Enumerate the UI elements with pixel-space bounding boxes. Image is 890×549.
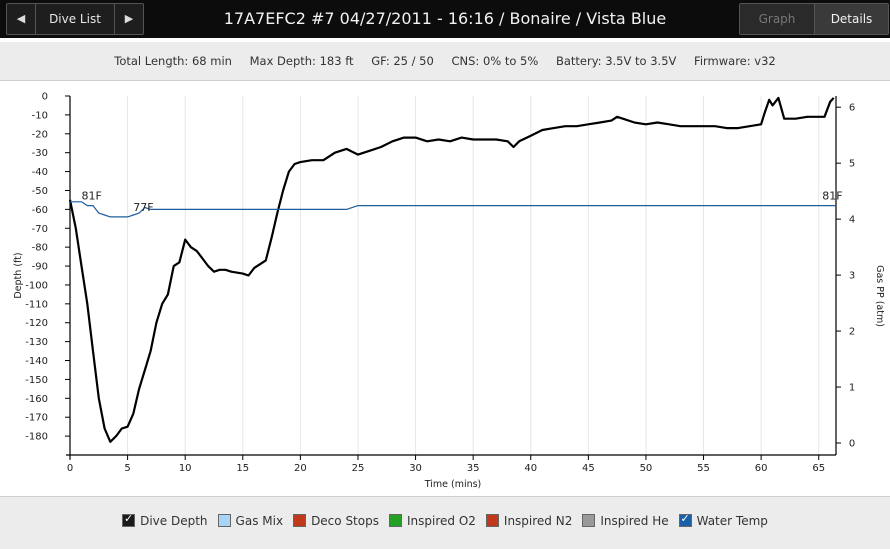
x-axis-title: Time (mins) (424, 479, 482, 490)
color-swatch-icon[interactable] (582, 514, 596, 527)
checkbox-checked-icon[interactable]: ✓ (122, 512, 136, 527)
stat-total-length: Total Length: 68 min (114, 54, 232, 68)
legend-item-gas-mix[interactable]: Gas Mix (217, 514, 284, 528)
dive-title: 17A7EFC2 #7 04/27/2011 - 16:16 / Bonaire… (223, 9, 667, 28)
color-swatch-icon[interactable] (217, 514, 231, 527)
checkbox-checked-icon[interactable]: ✓ (678, 512, 692, 527)
x-tick-label: 65 (812, 463, 825, 474)
triangle-left-icon: ◀ (16, 12, 26, 25)
color-swatch-icon[interactable] (388, 514, 402, 527)
next-dive-button[interactable]: ▶ (114, 4, 143, 34)
x-tick-label: 45 (582, 463, 595, 474)
y-tick-label: -120 (25, 318, 48, 329)
y-tick-label: -140 (25, 356, 48, 367)
x-tick-label: 20 (294, 463, 307, 474)
y-tick-label: -40 (32, 167, 48, 178)
x-tick-label: 50 (640, 463, 653, 474)
y-tick-label: -60 (32, 205, 48, 216)
y-axis-title: Depth (ft) (13, 252, 24, 298)
y-tick-label: -110 (25, 299, 48, 310)
y-tick-label: -180 (25, 432, 48, 443)
x-tick-label: 60 (755, 463, 768, 474)
stat-cns: CNS: 0% to 5% (451, 54, 539, 68)
x-tick-label: 30 (409, 463, 422, 474)
y-tick-label: -80 (32, 243, 48, 254)
legend-bar: ✓ Dive Depth Gas Mix Deco Stops Inspired O2 I… (0, 496, 890, 549)
x-tick-label: 35 (467, 463, 480, 474)
legend-label: Deco Stops (311, 514, 379, 528)
previous-dive-button[interactable]: ◀ (7, 4, 36, 34)
y-tick-label: 0 (42, 92, 48, 103)
temp-label: 81F (822, 190, 842, 203)
y-tick-label: -50 (32, 186, 48, 197)
dive-profile-chart: 0 5 10 15 20 25 30 35 40 45 50 55 60 650-10-20-30-40-… (13, 92, 885, 491)
y-tick-label: -20 (32, 129, 48, 140)
x-tick-label: 55 (697, 463, 710, 474)
legend-item-inspired-o2[interactable]: Inspired O2 (388, 514, 476, 528)
details-button[interactable]: Details (815, 4, 888, 34)
y-tick-label: -70 (32, 224, 48, 235)
legend-label: Inspired O2 (406, 514, 476, 528)
x-tick-label: 40 (524, 463, 537, 474)
y2-tick-label: 0 (849, 439, 855, 450)
y-tick-label: -30 (32, 148, 48, 159)
legend-item-inspired-n2[interactable]: Inspired N2 (485, 514, 573, 528)
y-tick-label: -100 (25, 280, 48, 291)
stat-max-depth: Max Depth: 183 ft (249, 54, 354, 68)
graph-button[interactable]: Graph (740, 4, 815, 34)
y-tick-label: -150 (25, 375, 48, 386)
legend-label: Water Temp (696, 514, 768, 528)
y-tick-label: -90 (32, 262, 48, 273)
legend-label: Inspired He (600, 514, 669, 528)
y2-tick-label: 1 (849, 383, 855, 394)
x-tick-label: 25 (352, 463, 365, 474)
dive-list-button[interactable]: Dive List (49, 12, 101, 26)
x-tick-label: 10 (179, 463, 192, 474)
temp-label: 81F (81, 190, 101, 203)
legend-label: Dive Depth (140, 514, 208, 528)
temp-label: 77F (133, 201, 153, 214)
stat-battery: Battery: 3.5V to 3.5V (555, 54, 677, 68)
y2-tick-label: 5 (849, 159, 855, 170)
color-swatch-icon[interactable] (485, 514, 499, 527)
triangle-right-icon: ▶ (124, 12, 134, 25)
y2-tick-label: 4 (849, 215, 855, 226)
y2-tick-label: 6 (849, 103, 855, 114)
x-tick-label: 0 (67, 463, 73, 474)
legend-item-deco-stops[interactable]: Deco Stops (293, 514, 379, 528)
y2-tick-label: 2 (849, 327, 855, 338)
legend-label: Inspired N2 (503, 514, 573, 528)
y2-axis-title: Gas PP (atm) (874, 265, 885, 327)
legend-item-dive-depth[interactable]: ✓ Dive Depth (122, 512, 208, 528)
legend-label: Gas Mix (235, 514, 284, 528)
y-tick-label: -10 (32, 110, 48, 121)
legend-item-inspired-he[interactable]: Inspired He (582, 514, 669, 528)
y-tick-label: -170 (25, 413, 48, 424)
y-tick-label: -130 (25, 337, 48, 348)
dive-nav-group: ◀ Dive List ▶ (6, 3, 144, 35)
water-temp-series-line (70, 201, 836, 218)
stat-firmware: Firmware: v32 (694, 54, 776, 68)
legend-items: ✓ Dive Depth Gas Mix Deco Stops Inspired O2 I… (0, 512, 890, 528)
y-tick-label: -160 (25, 394, 48, 405)
top-bar: ◀ Dive List ▶ 17A7EFC2 #7 04/27/2011 - 1… (0, 0, 890, 38)
x-tick-label: 15 (236, 463, 249, 474)
x-tick-label: 5 (124, 463, 130, 474)
dive-stats-bar: Total Length: 68 min Max Depth: 183 ft G… (0, 42, 890, 81)
legend-item-water-temp[interactable]: ✓ Water Temp (678, 512, 768, 528)
view-toggle: Graph Details (739, 3, 889, 35)
stat-gf: GF: 25 / 50 (371, 54, 434, 68)
y2-tick-label: 3 (849, 271, 855, 282)
color-swatch-icon[interactable] (293, 514, 307, 527)
depth-series-line (68, 96, 835, 443)
